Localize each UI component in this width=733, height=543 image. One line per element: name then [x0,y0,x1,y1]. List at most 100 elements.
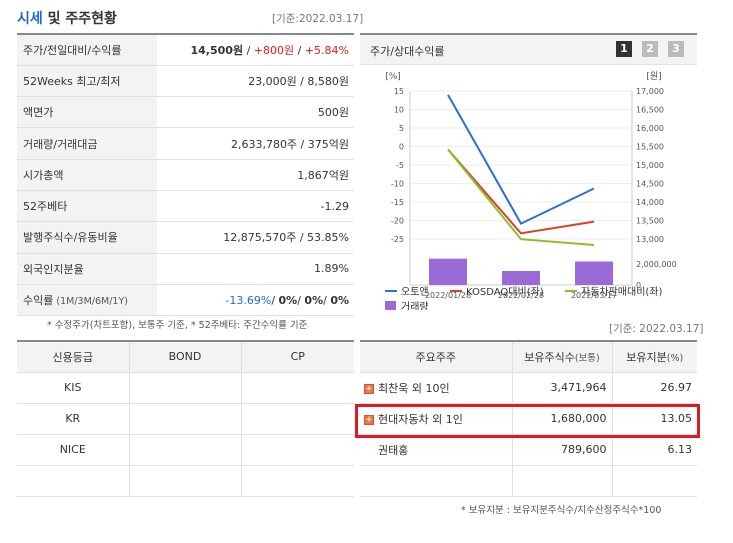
series-line-1 [447,94,595,225]
table-row [360,465,697,497]
row-label: 거래량/거래대금 [17,127,157,160]
table-row: NICE [17,434,354,466]
holders-table: 주요주주 보유주식수(보통) 보유지분(%) + 최찬욱 외 10인 3,471,… [360,340,697,497]
left-tick-label: -10 [391,180,404,189]
volume-bar [429,258,467,285]
row-label: 52주베타 [17,190,157,223]
right-tick-label: 17,000 [636,87,664,96]
agency-cell: KR [17,403,130,435]
bond-cell [129,465,242,497]
row-label: 외국인지분율 [17,253,157,285]
series-line-2 [447,148,595,235]
right-axis-unit: [원] [646,71,661,82]
holder-name: 권태홍 [360,434,513,466]
table-row: 시가총액 1,867억원 [17,159,354,191]
right-tick-label: 15,000 [636,161,664,170]
legend-swatch [385,301,396,310]
column-header: 신용등급 [17,341,130,373]
table-row: + 현대자동차 외 1인 1,680,000 13.05 [360,403,697,435]
holder-shares [512,465,613,497]
right-tick-label: 15,500 [636,143,664,152]
volume-bar [502,271,540,285]
column-header: BOND [129,341,242,373]
volume-bar [575,261,613,285]
chart-tab-1[interactable]: 1 [616,41,632,57]
row-label: 주가/전일대비/수익률 [17,34,157,66]
table-row: KR [17,403,354,435]
column-header: CP [241,341,354,373]
row-value: 23,000원 / 8,580원 [157,65,354,98]
left-tick-label: 5 [399,124,404,133]
legend-label: 오토앤 [401,286,429,298]
left-tick-label: -15 [391,198,404,207]
legend-label: KOSDAQ대비(좌) [466,286,544,298]
price-value: 14,500원 / +800원 / +5.84% [157,34,354,66]
x-tick-label: 2022/02/28 [498,291,544,300]
quote-note: * 수정주가(차트포함), 보통주 기준, * 52주베타: 주간수익률 기준 [47,320,308,331]
row-label: 수익률 (1M/3M/6M/1Y) [17,284,157,317]
x-tick-label: 2022/01/28 [425,291,471,300]
row-label: 시가총액 [17,159,157,191]
table-row [17,465,354,497]
holder-pct: 6.13 [612,434,697,466]
expand-icon[interactable]: + [364,414,374,425]
agency-cell [17,465,130,497]
right-tick-label: 13,000 [636,235,664,244]
cp-cell [241,465,354,497]
cp-cell [241,434,354,466]
table-row: 52주베타 -1.29 [17,190,354,223]
chart-tab-3[interactable]: 3 [668,41,684,57]
section-title: 시세 및 주주현황 [17,11,117,27]
table-row: 수익률 (1M/3M/6M/1Y) -13.69%/ 0%/ 0%/ 0% [17,284,354,317]
row-value: 500원 [157,96,354,129]
chart-header: 주가/상대수익률 1 2 3 [360,35,697,65]
table-row: KIS [17,372,354,404]
row-label: 52Weeks 최고/최저 [17,65,157,98]
left-tick-label: -20 [391,217,404,226]
table-row: 발행주식수/유동비율 12,875,570주 / 53.85% [17,221,354,254]
holder-pct: 26.97 [612,372,697,404]
agency-cell: NICE [17,434,130,466]
bond-cell [129,403,242,435]
returns-value: -13.69%/ 0%/ 0%/ 0% [157,284,354,317]
left-tick-label: 15 [394,87,404,96]
row-label: 발행주식수/유동비율 [17,221,157,254]
table-row: 권태홍 789,600 6.13 [360,434,697,466]
right-tick-label: 13,500 [636,217,664,226]
right-tick-label: 14,500 [636,180,664,189]
legend-label: 자동차판매대비(좌) [581,286,663,298]
holders-base-date: [기준: 2022.03.17] [609,323,704,335]
legend-label: 거래량 [401,301,429,310]
left-tick-label: -5 [396,161,404,170]
column-header: 보유지분(%) [612,341,697,373]
chart-panel: 주가/상대수익률 1 2 3 [%] [원] 15 10 5 0 -5 -10 -15 -20 -2… [360,33,697,310]
row-value: 12,875,570주 / 53.85% [157,221,354,254]
holder-name[interactable]: + 최찬욱 외 10인 [360,372,513,404]
table-header-row: 주요주주 보유주식수(보통) 보유지분(%) [360,341,697,373]
table-row: 주가/전일대비/수익률 14,500원 / +800원 / +5.84% [17,34,354,66]
row-value: -1.29 [157,190,354,223]
x-tick-label: 2022/03/17 [571,291,617,300]
left-tick-label: 10 [394,106,404,115]
holder-name[interactable]: + 현대자동차 외 1인 [360,403,513,435]
left-tick-label: 0 [399,143,404,152]
volume-tick-label: 0 [636,281,641,290]
holder-shares: 3,471,964 [512,372,613,404]
cp-cell [241,372,354,404]
column-header: 주요주주 [360,341,513,373]
table-row: 거래량/거래대금 2,633,780주 / 375억원 [17,127,354,160]
column-header: 보유주식수(보통) [512,341,613,373]
row-label: 액면가 [17,96,157,129]
right-tick-label: 16,500 [636,106,664,115]
bond-cell [129,434,242,466]
table-row: 액면가 500원 [17,96,354,129]
left-axis-unit: [%] [385,72,401,82]
row-value: 1,867억원 [157,159,354,191]
expand-icon[interactable]: + [364,383,374,394]
chart-tab-2[interactable]: 2 [642,41,658,57]
credit-table: 신용등급 BOND CP KIS KR NICE [17,340,354,497]
row-value: 1.89% [157,253,354,285]
quote-table: 주가/전일대비/수익률 14,500원 / +800원 / +5.84% 52W… [17,33,354,317]
right-tick-label: 16,000 [636,124,664,133]
table-row: + 최찬욱 외 10인 3,471,964 26.97 [360,372,697,404]
